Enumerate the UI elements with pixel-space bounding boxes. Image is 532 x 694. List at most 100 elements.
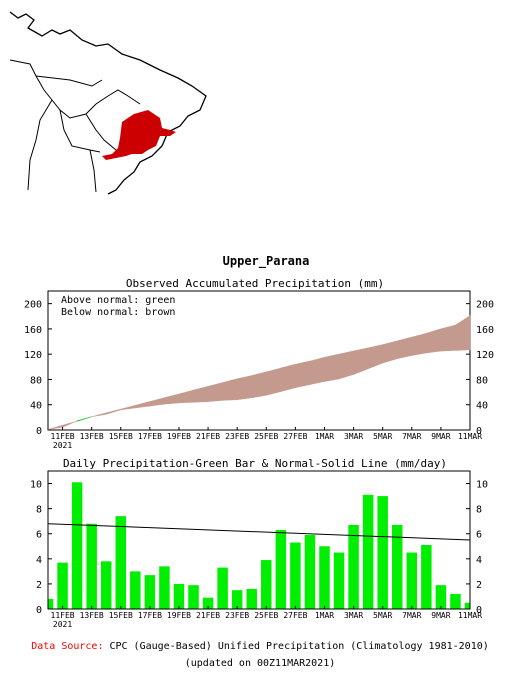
normal-line xyxy=(47,523,471,541)
accum-band-segment xyxy=(164,393,180,405)
x-tick-label: 17FEB xyxy=(138,432,162,441)
x-tick-label: 9MAR xyxy=(431,611,450,620)
x-year-label: 2021 xyxy=(53,620,72,629)
x-tick-label: 7MAR xyxy=(402,432,421,441)
y-tick-label-right: 160 xyxy=(476,325,494,336)
x-year-label: 2021 xyxy=(53,441,72,450)
accum-band-segment xyxy=(396,336,413,359)
y-tick-label-left: 8 xyxy=(36,505,42,516)
x-tick-label: 23FEB xyxy=(225,611,249,620)
y-tick-label-left: 6 xyxy=(36,530,42,541)
precip-bar xyxy=(406,552,418,609)
daily-chart-title: Daily Precipitation-Green Bar & Normal-S… xyxy=(63,457,447,470)
locator-map xyxy=(9,11,207,195)
x-tick-label: 13FEB xyxy=(80,432,104,441)
accum-band-segment xyxy=(135,401,151,409)
accum-band-segment xyxy=(120,404,136,411)
x-tick-label: 21FEB xyxy=(196,432,220,441)
accum-band-segment xyxy=(338,350,354,380)
precip-bar xyxy=(333,552,345,609)
x-tick-label: 9MAR xyxy=(431,432,450,441)
y-tick-label-right: 200 xyxy=(476,300,494,311)
accum-band-segment xyxy=(222,378,238,401)
y-tick-label-right: 80 xyxy=(476,375,488,386)
x-tick-label: 3MAR xyxy=(344,432,363,441)
accum-band-segment xyxy=(455,315,471,351)
legend-below: Below normal: brown xyxy=(61,307,175,318)
precip-bar xyxy=(450,593,461,609)
accum-band-segment xyxy=(62,420,78,428)
accum-band-segment xyxy=(105,408,122,415)
precip-bar xyxy=(48,598,54,609)
accum-chart-title: Observed Accumulated Precipitation (mm) xyxy=(126,277,384,290)
y-tick-label-right: 2 xyxy=(476,580,482,591)
accum-band-segment xyxy=(178,389,194,404)
precip-bar xyxy=(231,590,243,609)
precip-bar xyxy=(173,583,185,609)
y-tick-label-left: 4 xyxy=(36,555,42,566)
accum-band-segment xyxy=(440,324,456,352)
precip-bar xyxy=(86,523,97,609)
accum-band-segment xyxy=(353,347,369,375)
accum-band-segment xyxy=(207,382,223,402)
precip-bar xyxy=(290,542,301,609)
daily-chart: 0 0 2 2 4 4 6 6 8 8 10 10 11FEB 13FEB 15FEB 17FEB 19FEB 2… xyxy=(30,470,488,629)
precip-bar xyxy=(362,494,374,609)
accum-band-segment xyxy=(265,367,282,396)
y-tick-label-right: 40 xyxy=(476,401,488,412)
x-tick-label: 17FEB xyxy=(138,611,162,620)
y-tick-label-right: 6 xyxy=(476,530,482,541)
y-tick-label-left: 160 xyxy=(24,325,42,336)
precip-bar xyxy=(144,575,156,609)
precip-bar xyxy=(202,597,214,609)
region-highlight xyxy=(102,110,176,160)
accum-band-segment xyxy=(280,363,296,392)
y-tick-label-right: 120 xyxy=(476,350,494,361)
y-tick-label-right: 10 xyxy=(476,480,488,491)
x-tick-label: 25FEB xyxy=(254,432,278,441)
precip-bar xyxy=(159,566,170,609)
source-label: Data Source: xyxy=(31,641,103,652)
y-tick-label-left: 80 xyxy=(30,375,42,386)
precip-bar xyxy=(304,534,316,609)
x-tick-label: 11FEB xyxy=(51,432,75,441)
accum-band-segment xyxy=(91,412,107,418)
y-tick-label-left: 10 xyxy=(30,480,42,491)
precip-bar xyxy=(421,545,432,609)
precip-bar xyxy=(188,585,199,609)
accum-band-segment xyxy=(76,416,92,422)
legend-above: Above normal: green xyxy=(61,295,175,306)
x-tick-label: 5MAR xyxy=(373,611,392,620)
x-tick-label: 27FEB xyxy=(283,432,307,441)
y-tick-label-left: 40 xyxy=(30,401,42,412)
x-tick-label: 7MAR xyxy=(402,611,421,620)
y-tick-label-left: 0 xyxy=(36,426,42,437)
precip-bar xyxy=(57,562,68,609)
precip-bar xyxy=(217,567,228,609)
plot-frame-overlay xyxy=(47,470,471,610)
precip-bar xyxy=(100,561,112,609)
region-title: Upper_Parana xyxy=(223,254,310,269)
accum-band-segment xyxy=(236,375,253,401)
x-tick-label: 1MAR xyxy=(315,432,334,441)
precip-bar xyxy=(246,588,257,609)
x-tick-label: 11MAR xyxy=(458,611,482,620)
accum-band-segment xyxy=(149,397,165,407)
precip-bar xyxy=(464,602,470,609)
accum-band-segment xyxy=(251,371,267,399)
accum-band-segment xyxy=(295,360,311,389)
precip-bar xyxy=(275,529,287,609)
y-tick-label-right: 4 xyxy=(476,555,482,566)
x-tick-label: 19FEB xyxy=(167,611,191,620)
x-tick-label: 23FEB xyxy=(225,432,249,441)
accum-band-segment xyxy=(367,344,383,370)
footer-source: Data Source: CPC (Gauge-Based) Unified Pr… xyxy=(31,641,489,652)
y-tick-label-right: 8 xyxy=(476,505,482,516)
precip-bar xyxy=(377,496,388,609)
accum-band-segment xyxy=(324,353,340,382)
x-tick-label: 15FEB xyxy=(109,432,133,441)
accum-chart: 0 0 40 40 80 80 120 120 160 160 200 200 Above normal… xyxy=(24,290,494,450)
y-tick-label-right: 0 xyxy=(476,426,482,437)
x-tick-label: 15FEB xyxy=(109,611,133,620)
